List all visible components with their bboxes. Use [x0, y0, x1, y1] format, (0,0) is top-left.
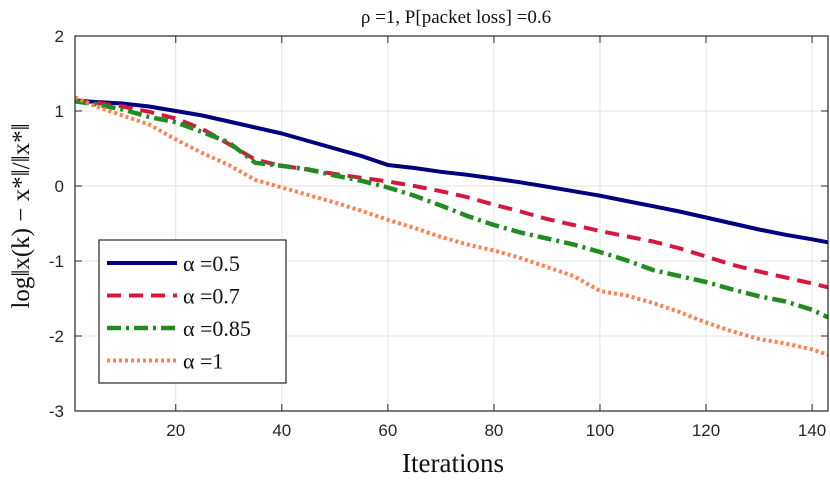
- y-tick-label: 0: [55, 177, 64, 196]
- y-tick-label: -3: [49, 402, 64, 421]
- x-tick-label: 20: [166, 421, 185, 440]
- legend-label-2: α =0.7: [183, 284, 240, 309]
- tick-group: 20 40 60 80 100 120 140 -3 -2 -1 0 1 2: [49, 27, 828, 440]
- y-tick-label: 2: [55, 27, 64, 46]
- y-axis-label: log‖x(k) − x*‖/‖x*‖: [8, 123, 35, 308]
- series-line-4: [74, 95, 829, 357]
- y-tick-label: 1: [55, 102, 64, 121]
- y-tick-label: -2: [49, 327, 64, 346]
- chart-title: ρ =1, P[packet loss] =0.6: [361, 7, 551, 28]
- x-tick-label: 100: [586, 421, 614, 440]
- x-tick-label: 40: [272, 421, 291, 440]
- legend-label-3: α =0.85: [183, 316, 251, 341]
- series-line-3: [74, 99, 829, 320]
- series-line-1: [74, 98, 829, 245]
- series-group: [74, 95, 829, 357]
- legend-label-1: α =0.5: [183, 251, 240, 276]
- x-tick-label: 60: [378, 421, 397, 440]
- legend-label-4: α =1: [183, 349, 223, 374]
- x-tick-label: 80: [484, 421, 503, 440]
- y-tick-label: -1: [49, 252, 64, 271]
- axes-box: [74, 35, 829, 412]
- legend: α =0.5 α =0.7 α =0.85 α =1: [98, 239, 287, 384]
- x-axis-label: Iterations: [402, 448, 504, 478]
- x-tick-label: 140: [798, 421, 826, 440]
- x-tick-label: 120: [692, 421, 720, 440]
